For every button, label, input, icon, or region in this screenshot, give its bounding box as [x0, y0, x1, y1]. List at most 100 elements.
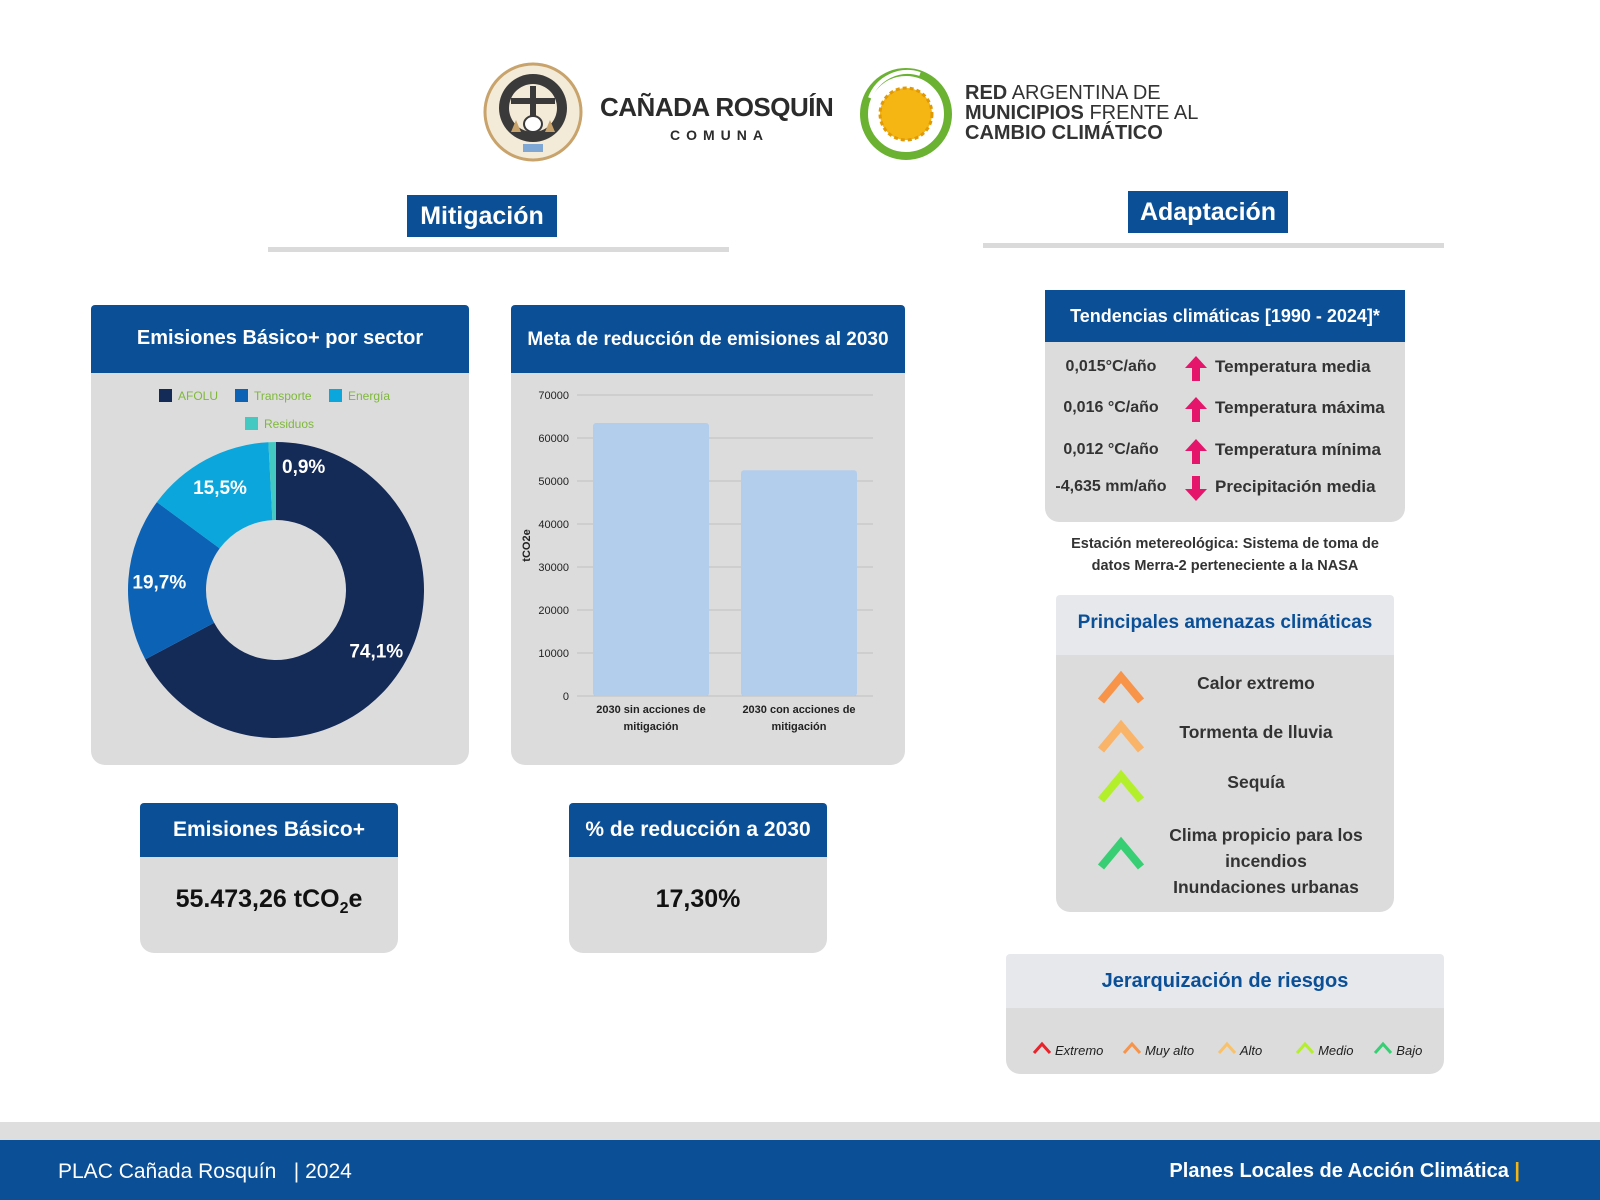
legend-swatch: [159, 389, 172, 402]
x-tick-label: mitigación: [771, 721, 826, 733]
trend-row: 0,015°C/año Temperatura media: [1045, 354, 1405, 382]
reduction-title: % de reducción a 2030: [569, 803, 827, 857]
threat-label: Tormenta de lluvia: [1179, 722, 1333, 742]
x-tick-label: 2030 sin acciones de: [596, 704, 705, 716]
municipality-logo: [483, 62, 583, 162]
legend-swatch: [235, 389, 248, 402]
threat-label: incendios: [1225, 851, 1307, 871]
legend-swatch: [329, 389, 342, 402]
reduction-value: 17,30%: [655, 885, 741, 913]
network-line2-bold: MUNICIPIOS: [965, 102, 1084, 124]
y-axis-label: tCO2e: [521, 529, 533, 561]
total-emissions-number: 55.473,26 tCO: [175, 885, 340, 913]
risk-title-box: [1006, 954, 1444, 1008]
trend-label: Precipitación media: [1215, 477, 1376, 496]
municipality-name: CAÑADA ROSQUÍN: [600, 92, 834, 122]
y-tick-label: 40000: [538, 519, 569, 531]
station-note-line1: Estación metereológica: Sistema de toma …: [1071, 536, 1379, 552]
bar-chart: 0 10000 20000 30000 40000 50000 60000 70000 tCO2…: [511, 373, 905, 765]
donut-data-label: 15,5%: [193, 478, 247, 499]
risk-legend-item: Muy alto: [1122, 1038, 1217, 1062]
bar-card-title: Meta de reducción de emisiones al 2030: [511, 305, 905, 373]
trends-title: Tendencias climáticas [1990 - 2024]*: [1045, 290, 1405, 342]
network-line1-rest: ARGENTINA DE: [1007, 82, 1161, 104]
trend-label: Temperatura mínima: [1215, 440, 1381, 459]
trend-value: -4,635 mm/año: [1055, 478, 1167, 495]
donut-card-title: Emisiones Básico+ por sector: [91, 305, 469, 373]
chevron-up-icon: [1096, 835, 1146, 871]
chevron-up-icon: [1122, 1041, 1142, 1060]
trend-row: -4,635 mm/año Precipitación media: [1045, 474, 1405, 502]
threats-list: Calor extremo Tormenta de lluvia Sequía Cli…: [1056, 655, 1394, 912]
chevron-up-icon: [1032, 1041, 1052, 1060]
risk-legend-item: Alto: [1217, 1038, 1295, 1062]
network-name-line1: RED ARGENTINA DE: [965, 82, 1161, 105]
adaptation-section-title: Adaptación: [1128, 191, 1288, 233]
y-tick-label: 50000: [538, 476, 569, 488]
threat-label: Inundaciones urbanas: [1173, 877, 1359, 897]
bar: [741, 470, 857, 696]
footer-right-text: Planes Locales de Acción Climática |: [1169, 1160, 1520, 1183]
mitigation-section-title: Mitigación: [407, 195, 557, 237]
station-note: Estación metereológica: Sistema de toma …: [1040, 533, 1410, 577]
chevron-up-icon: [1373, 1041, 1393, 1060]
arrow-up-icon: [1183, 395, 1209, 423]
y-tick-label: 30000: [538, 562, 569, 574]
total-emissions-title: Emisiones Básico+: [140, 803, 398, 857]
arrow-up-icon: [1183, 437, 1209, 465]
chevron-up-icon: [1096, 669, 1146, 705]
risk-legend-item: Extremo: [1032, 1038, 1122, 1062]
chevron-up-icon: [1096, 768, 1146, 804]
trend-label: Temperatura máxima: [1215, 398, 1385, 417]
risk-level-label: Extremo: [1055, 1042, 1104, 1058]
risk-level-label: Muy alto: [1144, 1042, 1195, 1058]
arrow-down-icon: [1183, 474, 1209, 502]
network-line1-bold: RED: [965, 82, 1008, 104]
donut-slice: [156, 442, 273, 549]
legend-swatch: [245, 417, 258, 430]
total-emissions-suffix: e: [348, 885, 363, 913]
network-line2-rest: FRENTE AL: [1083, 102, 1199, 124]
footer-right-bar: |: [1514, 1160, 1520, 1182]
chevron-up-icon: [1295, 1041, 1315, 1060]
legend-label: Energía: [348, 389, 390, 403]
donut-slice: [268, 442, 276, 521]
risk-title: Jerarquización de riesgos: [1101, 970, 1349, 992]
network-name-line2: MUNICIPIOS FRENTE AL: [965, 102, 1198, 125]
footer-top-band: [0, 1122, 1600, 1140]
municipality-subtitle: COMUNA: [670, 127, 769, 143]
risk-level-label: Alto: [1239, 1042, 1263, 1058]
trend-label: Temperatura media: [1215, 357, 1371, 376]
threats-title: Principales amenazas climáticas: [1077, 612, 1373, 633]
x-tick-label: mitigación: [623, 721, 678, 733]
station-note-line2: datos Merra-2 perteneciente a la NASA: [1091, 558, 1359, 574]
y-tick-label: 20000: [538, 605, 569, 617]
donut-slice: [128, 502, 220, 660]
adaptation-divider: [983, 243, 1444, 248]
chevron-up-icon: [1096, 718, 1146, 754]
threat-label: Clima propicio para los: [1169, 825, 1363, 845]
threat-label: Calor extremo: [1197, 673, 1315, 693]
total-emissions-value: 55.473,26 tCO2e: [140, 885, 398, 918]
trend-value: 0,012 °C/año: [1063, 441, 1159, 458]
footer-left-text: PLAC Cañada Rosquín | 2024: [58, 1160, 352, 1183]
donut-legend-item: AFOLU: [159, 389, 218, 403]
donut-data-label: 74,1%: [349, 641, 403, 662]
legend-label: AFOLU: [178, 389, 218, 403]
trend-value: 0,016 °C/año: [1063, 399, 1159, 416]
bar: [593, 422, 709, 696]
footer-right-label: Planes Locales de Acción Climática: [1169, 1160, 1509, 1182]
risk-legend-item: Bajo: [1373, 1038, 1432, 1062]
donut-slice: [145, 442, 424, 738]
network-name-line3: CAMBIO CLIMÁTICO: [965, 122, 1163, 145]
y-tick-label: 70000: [538, 390, 569, 402]
donut-chart: AFOLU Transporte Energía Residuos 74,1% 19,7%…: [91, 373, 469, 765]
risk-level-label: Medio: [1318, 1042, 1354, 1058]
arrow-up-icon: [1183, 354, 1209, 382]
threat-label: Sequía: [1227, 772, 1285, 792]
risk-legend: Extremo Muy alto Alto Medio Bajo: [1032, 1038, 1432, 1062]
trend-value: 0,015°C/año: [1065, 358, 1157, 375]
network-line3-bold: CAMBIO CLIMÁTICO: [965, 122, 1163, 144]
chevron-up-icon: [1217, 1041, 1237, 1060]
donut-legend-item: Transporte: [235, 389, 312, 403]
